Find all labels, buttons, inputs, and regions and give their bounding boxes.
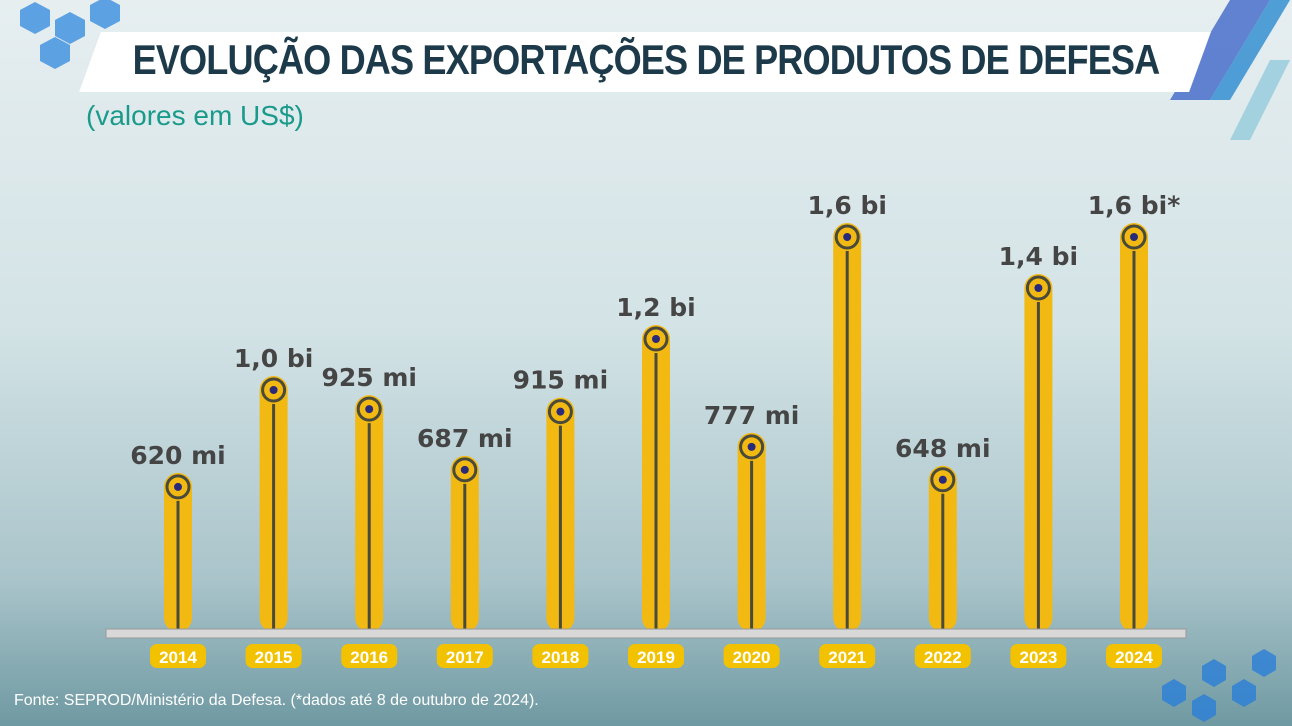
bar-2018: 915 mi xyxy=(513,366,609,632)
x-tick-label: 2023 xyxy=(1019,648,1057,667)
x-tick-label: 2014 xyxy=(159,648,197,667)
data-label: 925 mi xyxy=(321,363,417,392)
year-badge xyxy=(914,644,971,668)
data-label: 1,6 bi* xyxy=(1088,191,1181,220)
year-badge xyxy=(150,644,206,668)
marker-dot xyxy=(269,386,278,394)
data-label: 1,4 bi xyxy=(999,242,1078,271)
x-tick-label: 2015 xyxy=(255,648,293,667)
marker-dot xyxy=(938,475,947,484)
data-label: 620 mi xyxy=(130,441,226,470)
source-note: Fonte: SEPROD/Ministério da Defesa. (*da… xyxy=(14,692,539,709)
data-label: 777 mi xyxy=(704,401,800,430)
year-badge xyxy=(1106,644,1162,668)
chart-title: EVOLUÇÃO DAS EXPORTAÇÕES DE PRODUTOS DE … xyxy=(132,36,1161,83)
marker-dot xyxy=(843,233,852,241)
hexagon-decoration-top-left xyxy=(20,0,120,69)
marker-dot xyxy=(652,335,660,343)
bar-2023: 1,4 bi xyxy=(999,242,1078,632)
bar-2024: 1,6 bi* xyxy=(1088,191,1181,632)
chart-subtitle: (valores em US$) xyxy=(86,100,304,131)
x-tick-label: 2018 xyxy=(541,648,579,667)
year-badge xyxy=(723,644,780,668)
data-label: 915 mi xyxy=(513,366,609,395)
year-badge xyxy=(436,644,493,668)
bar-2016: 925 mi xyxy=(321,363,417,632)
data-label: 1,6 bi xyxy=(807,191,886,220)
bar-2022: 648 mi xyxy=(895,434,991,632)
year-badge xyxy=(1010,644,1067,668)
year-badge xyxy=(628,644,684,668)
data-label: 687 mi xyxy=(417,424,513,453)
marker-dot xyxy=(1034,284,1043,292)
bar-2015: 1,0 bi xyxy=(234,344,313,632)
data-label: 1,2 bi xyxy=(616,293,695,322)
bar-2017: 687 mi xyxy=(417,424,513,632)
x-tick-label: 2020 xyxy=(733,648,771,667)
year-badge xyxy=(819,644,876,668)
x-axis xyxy=(105,628,1187,639)
year-badge xyxy=(341,644,398,668)
x-tick-label: 2016 xyxy=(350,648,388,667)
data-label: 1,0 bi xyxy=(234,344,313,373)
bar-2019: 1,2 bi xyxy=(616,293,696,632)
year-badge xyxy=(532,644,589,668)
year-badge xyxy=(245,644,302,668)
marker-dot xyxy=(460,465,469,474)
marker-dot xyxy=(1130,233,1138,241)
bar-2020: 777 mi xyxy=(704,401,800,632)
hexagon-decoration-bottom-right xyxy=(1162,649,1276,722)
x-tick-label: 2024 xyxy=(1115,648,1153,667)
data-label: 648 mi xyxy=(895,434,991,463)
bar-2014: 620 mi xyxy=(130,441,226,632)
x-tick-label: 2021 xyxy=(828,648,866,667)
marker-dot xyxy=(747,442,756,451)
marker-dot xyxy=(365,405,374,414)
bar-2021: 1,6 bi xyxy=(807,191,887,632)
x-tick-label: 2017 xyxy=(446,648,484,667)
marker-dot xyxy=(556,407,565,416)
x-tick-label: 2019 xyxy=(637,648,675,667)
x-tick-label: 2022 xyxy=(924,648,962,667)
marker-dot xyxy=(174,482,182,491)
